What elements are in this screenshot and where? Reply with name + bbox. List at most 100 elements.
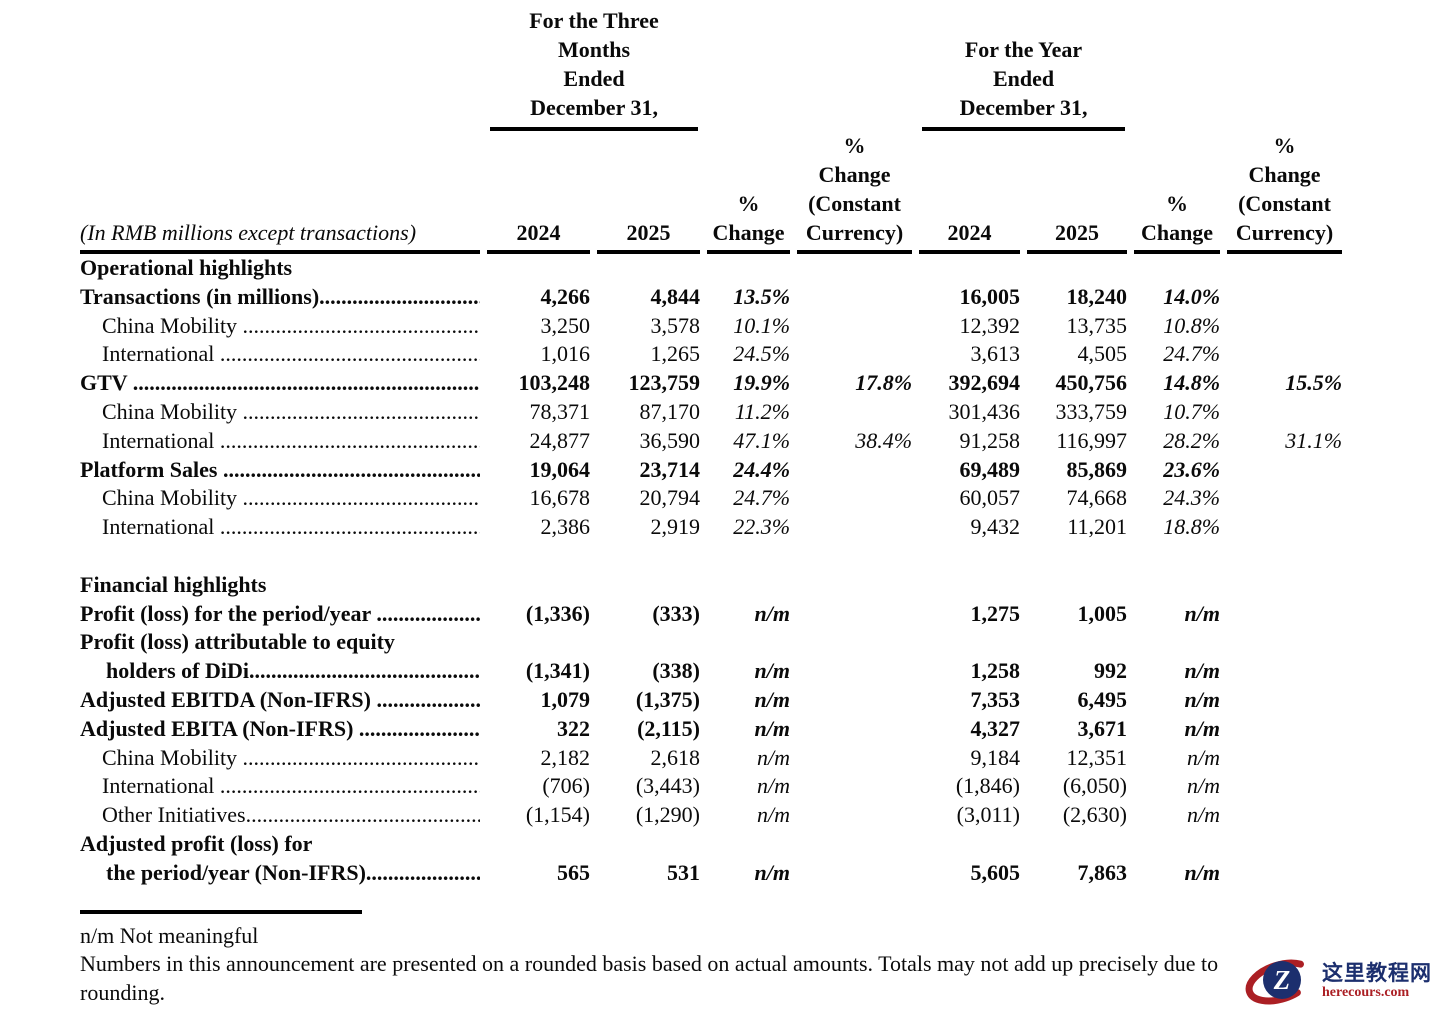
cell-ychg: 24.3% [1163, 485, 1221, 511]
cell-y2025: 7,863 [1077, 859, 1128, 885]
cell-m2025: (333) [652, 600, 701, 626]
cell-ychg [1127, 830, 1220, 859]
cell-m2024: 322 [557, 715, 590, 741]
cell-y2025 [1020, 830, 1127, 859]
spacer-row [80, 542, 1342, 571]
cell-y2024: 4,327 [970, 715, 1021, 741]
cell-m2024: (1,341) [525, 658, 590, 684]
table-row: Adjusted profit (loss) for [80, 830, 1342, 859]
cell-mcc [790, 398, 912, 427]
row-label: Profit (loss) for the period/year ......… [80, 600, 480, 626]
cell-ychg: 10.8% [1163, 312, 1221, 338]
cell-ychg [1127, 254, 1220, 283]
cell-mcc [790, 657, 912, 686]
table-row: Profit (loss) attributable to equity [80, 628, 1342, 657]
col-header-fy-2024: 2024 [912, 131, 1021, 254]
cell-y2024: 301,436 [948, 398, 1021, 424]
unit-note-header: (In RMB millions except transactions) [80, 131, 480, 254]
cell-m2024 [480, 628, 590, 657]
cell-m2024: 1,016 [540, 341, 591, 367]
cell-ycc [1220, 772, 1342, 801]
cell-ychg: 24.7% [1163, 341, 1221, 367]
header-spacer [1220, 6, 1342, 131]
row-label: GTV ....................................… [80, 370, 480, 396]
cell-m2024: 1,079 [540, 686, 591, 712]
cell-m2025: (2,115) [637, 715, 701, 741]
cell-y2024: 9,184 [970, 744, 1021, 770]
cell-ycc [1220, 600, 1342, 629]
year-group-header-text: For the Year Ended December 31, [922, 35, 1126, 131]
cell-m2025: 1,265 [650, 341, 701, 367]
row-label: Adjusted EBITDA (Non-IFRS) .............… [80, 686, 480, 712]
cell-ycc [1220, 830, 1342, 859]
cell-y2025: 74,668 [1066, 485, 1128, 511]
cell-mchg: 22.3% [733, 514, 791, 540]
cell-ycc [1220, 484, 1342, 513]
cell-m2024: 4,266 [540, 283, 591, 309]
row-label: the period/year (Non-IFRS)..............… [106, 859, 480, 885]
cell-mcc [790, 859, 912, 888]
header-spacer [700, 6, 790, 131]
cell-ychg [1127, 571, 1220, 600]
cell-y2025: 18,240 [1066, 283, 1128, 309]
col-header-q-2024: 2024 [480, 131, 590, 254]
cell-m2024: 2,386 [540, 514, 591, 540]
cell-y2024: 9,432 [970, 514, 1021, 540]
section-row: Financial highlights [80, 571, 1342, 600]
cell-mcc [790, 456, 912, 485]
cell-ycc [1220, 801, 1342, 830]
col-header-fy-pct-change-cc: % Change (Constant Currency) [1220, 131, 1343, 254]
row-label: International ..........................… [102, 427, 480, 453]
cell-mcc: 38.4% [855, 427, 913, 453]
cell-y2025 [1020, 628, 1127, 657]
cell-mchg [700, 542, 790, 571]
cell-ychg: n/m [1187, 773, 1221, 799]
cell-mcc [790, 628, 912, 657]
watermark-logo: Z [1245, 959, 1315, 1005]
cell-mcc [790, 283, 912, 312]
cell-ychg: n/m [1187, 744, 1221, 770]
cell-ychg: n/m [1184, 859, 1221, 885]
cell-ycc [1220, 398, 1342, 427]
table-row: Platform Sales .........................… [80, 456, 1342, 485]
cell-y2024: 12,392 [959, 312, 1021, 338]
cell-m2024: 16,678 [529, 485, 591, 511]
cell-ycc [1220, 542, 1342, 571]
cell-ycc [1220, 686, 1342, 715]
cell-ychg: n/m [1184, 658, 1221, 684]
cell-mchg: n/m [757, 744, 791, 770]
cell-m2024: 19,064 [529, 456, 591, 482]
column-header-row: (In RMB millions except transactions) 20… [80, 131, 1343, 254]
col-header-q-pct-change-cc-text: % Change (Constant Currency) [797, 131, 913, 254]
cell-mchg: n/m [754, 859, 791, 885]
row-label: International ..........................… [102, 514, 480, 540]
cell-mchg: 24.5% [733, 341, 791, 367]
unit-note: (In RMB millions except transactions) [80, 218, 480, 254]
row-label: China Mobility .........................… [102, 312, 480, 338]
three-months-group-header: For the Three Months Ended December 31, [480, 6, 700, 131]
row-label: Operational highlights [80, 255, 293, 280]
cell-y2024: 7,353 [970, 686, 1021, 712]
cell-m2024 [480, 830, 590, 859]
cell-y2024 [912, 254, 1020, 283]
cell-mcc [790, 340, 912, 369]
cell-ychg: 23.6% [1163, 456, 1221, 482]
table-row: holders of DiDi.........................… [80, 657, 1342, 686]
cell-mchg [700, 571, 790, 600]
table-row: China Mobility .........................… [80, 744, 1342, 773]
cell-ycc [1220, 859, 1342, 888]
row-label: Platform Sales .........................… [80, 456, 480, 482]
cell-m2025: (338) [652, 658, 701, 684]
cell-m2024: (1,336) [525, 600, 590, 626]
cell-mcc [790, 600, 912, 629]
col-header-q-2025: 2025 [590, 131, 701, 254]
cell-ycc [1220, 456, 1342, 485]
cell-mchg: 24.4% [733, 456, 791, 482]
cell-y2024: 1,258 [970, 658, 1021, 684]
cell-y2025: 450,756 [1055, 370, 1128, 396]
cell-m2025: (3,443) [635, 773, 701, 799]
cell-ycc [1220, 628, 1342, 657]
nm-footnote: n/m Not meaningful [80, 922, 259, 948]
col-header-fy-2025: 2025 [1020, 131, 1128, 254]
table-row: Adjusted EBITDA (Non-IFRS) .............… [80, 686, 1342, 715]
